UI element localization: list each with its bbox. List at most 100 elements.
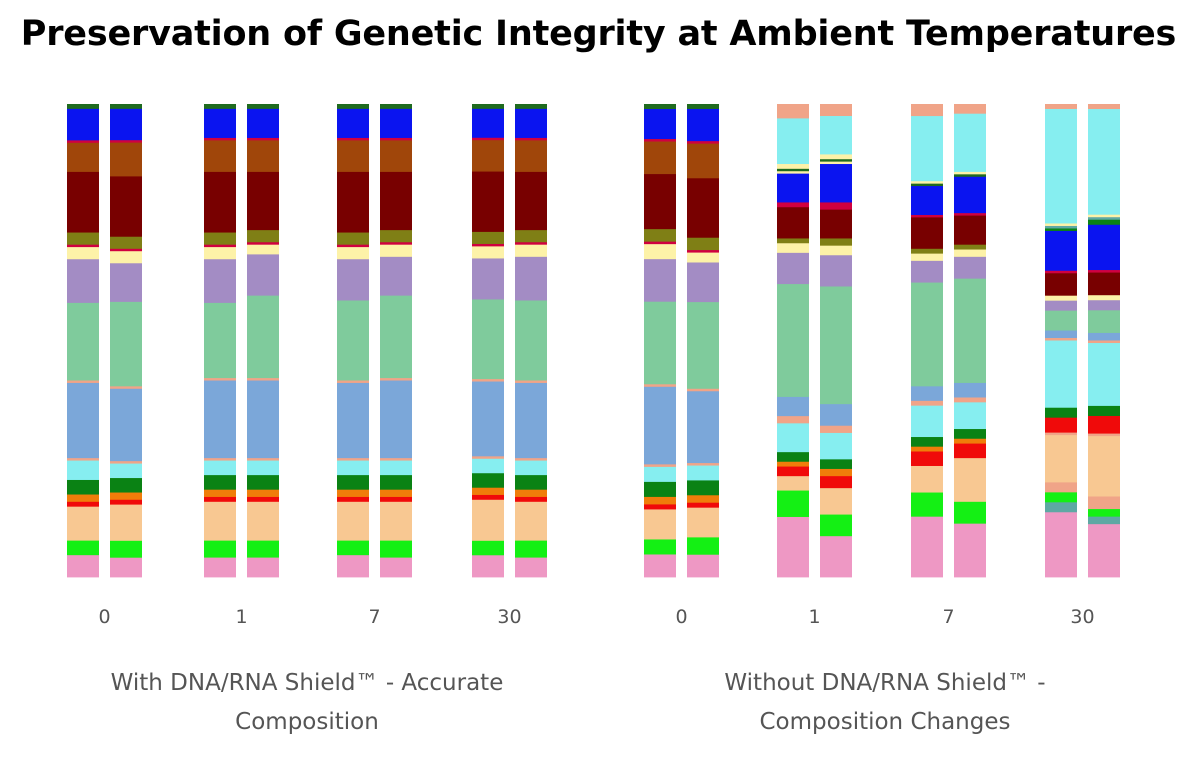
bar-segment-red (644, 504, 676, 510)
bar-segment-maroon (380, 171, 412, 231)
bar-segment-blue (337, 108, 369, 139)
bar-segment-lime (644, 539, 676, 555)
bar-segment-orange (911, 446, 943, 452)
bar-segment-cyan (954, 113, 986, 173)
bar-segment-olive (204, 232, 236, 246)
bar-segment-red (777, 466, 809, 477)
bar-segment-salmon (1088, 496, 1120, 510)
bar-segment-crimson (337, 244, 369, 248)
bar-segment-blue (247, 108, 279, 139)
bar-segment-salmon (911, 400, 943, 407)
bar-segment-lime (687, 537, 719, 556)
bar-segment-lime (380, 540, 412, 558)
bar-segment-steel-blue (820, 404, 852, 427)
bar-segment-crimson (380, 137, 412, 141)
bar-segment-dark-green (110, 104, 142, 110)
bar-segment-cyan (247, 460, 279, 476)
bar-segment-crimson (247, 242, 279, 246)
bar-segment-dark-green (911, 183, 943, 187)
bar-segment-crimson (777, 202, 809, 208)
bar-segment-blue (204, 108, 236, 139)
bar-segment-maroon (777, 207, 809, 239)
bar-segment-mint (67, 302, 99, 381)
bar-segment-maroon (110, 176, 142, 238)
bar-segment-green (67, 479, 99, 495)
bar-segment-pink (1045, 512, 1077, 578)
bar-segment-steel-blue (911, 386, 943, 402)
bar-segment-cyan (820, 432, 852, 460)
x-tick-label: 7 (368, 606, 380, 628)
bar-segment-crimson (954, 213, 986, 216)
bar-segment-pale-yellow (1088, 295, 1120, 301)
bar-segment-pale-yellow (1088, 214, 1120, 218)
bar-segment-olive (380, 230, 412, 243)
bar-segment-steel-blue (954, 382, 986, 398)
bar-segment-dark-green (954, 174, 986, 178)
bar-segment-lime (1088, 509, 1120, 518)
bar-segment-maroon (204, 171, 236, 233)
bar-segment-pale-yellow (911, 253, 943, 262)
bar-segment-pale-yellow (247, 244, 279, 255)
bar-segment-lime (67, 540, 99, 556)
bar-segment-maroon (1045, 273, 1077, 297)
bar-segment-lime (911, 492, 943, 518)
bar-segment-cyan (472, 458, 504, 474)
bar-segment-lavender (67, 259, 99, 304)
bar-segment-steel-blue (247, 380, 279, 459)
bar-segment-red (204, 496, 236, 503)
bar-segment-blue (911, 186, 943, 216)
bar-segment-green (820, 459, 852, 470)
bar-segment-green (515, 475, 547, 491)
right-caption-line-2: Composition Changes (759, 709, 1011, 735)
bar-segment-red (337, 496, 369, 503)
bar-segment-teal (1088, 217, 1120, 221)
bar-segment-red (820, 476, 852, 489)
stacked-bar (110, 104, 142, 578)
bar-segment-salmon (515, 380, 547, 384)
bar-segment-cyan (644, 466, 676, 483)
bar-segment-blue (777, 173, 809, 203)
x-tick-label: 7 (942, 606, 954, 628)
bar-segment-salmon (954, 104, 986, 115)
bar-segment-steel-blue (110, 388, 142, 462)
bar-segment-salmon (380, 458, 412, 461)
bar-segment-lavender (954, 256, 986, 280)
bar-segment-lime (337, 540, 369, 556)
bar-segment-cyan (687, 465, 719, 481)
bar-segment-salmon (337, 380, 369, 384)
bar-segment-brown (380, 140, 412, 173)
bar-segment-olive (954, 244, 986, 250)
bar-segment-peach (337, 501, 369, 542)
bar-segment-steel-blue (204, 380, 236, 459)
bar-segment-red (247, 496, 279, 503)
x-tick-label: 0 (675, 606, 687, 628)
bar-segment-olive (687, 237, 719, 251)
bar-segment-crimson (204, 137, 236, 141)
bar-segment-cyan (380, 460, 412, 476)
bar-segment-red (380, 496, 412, 503)
bar-segment-mint (1045, 310, 1077, 331)
bar-segment-green (1088, 219, 1120, 226)
bar-segment-peach (777, 476, 809, 491)
bar-segment-olive (644, 229, 676, 243)
bar-segment-pink (337, 555, 369, 578)
bar-segment-maroon (67, 171, 99, 233)
bar-segment-brown (204, 140, 236, 173)
bar-segment-pale-yellow (777, 243, 809, 254)
bar-segment-red (515, 496, 547, 503)
bar-segment-brown (515, 140, 547, 173)
x-tick-label: 1 (235, 606, 247, 628)
bar-segment-pale-yellow (1045, 223, 1077, 227)
bar-segment-crimson (472, 137, 504, 141)
bar-segment-red (1045, 417, 1077, 434)
x-tick-label: 0 (98, 606, 110, 628)
bar-segment-crimson (472, 243, 504, 247)
bar-segment-orange (67, 494, 99, 503)
bar-segment-crimson (247, 137, 279, 141)
bar-segment-green (110, 478, 142, 493)
bar-segment-peach (204, 501, 236, 542)
bar-segment-lime (1045, 492, 1077, 503)
bar-segment-dark-green (644, 104, 676, 110)
bar-segment-pale-yellow (820, 245, 852, 256)
bar-segment-mint (1088, 310, 1120, 334)
